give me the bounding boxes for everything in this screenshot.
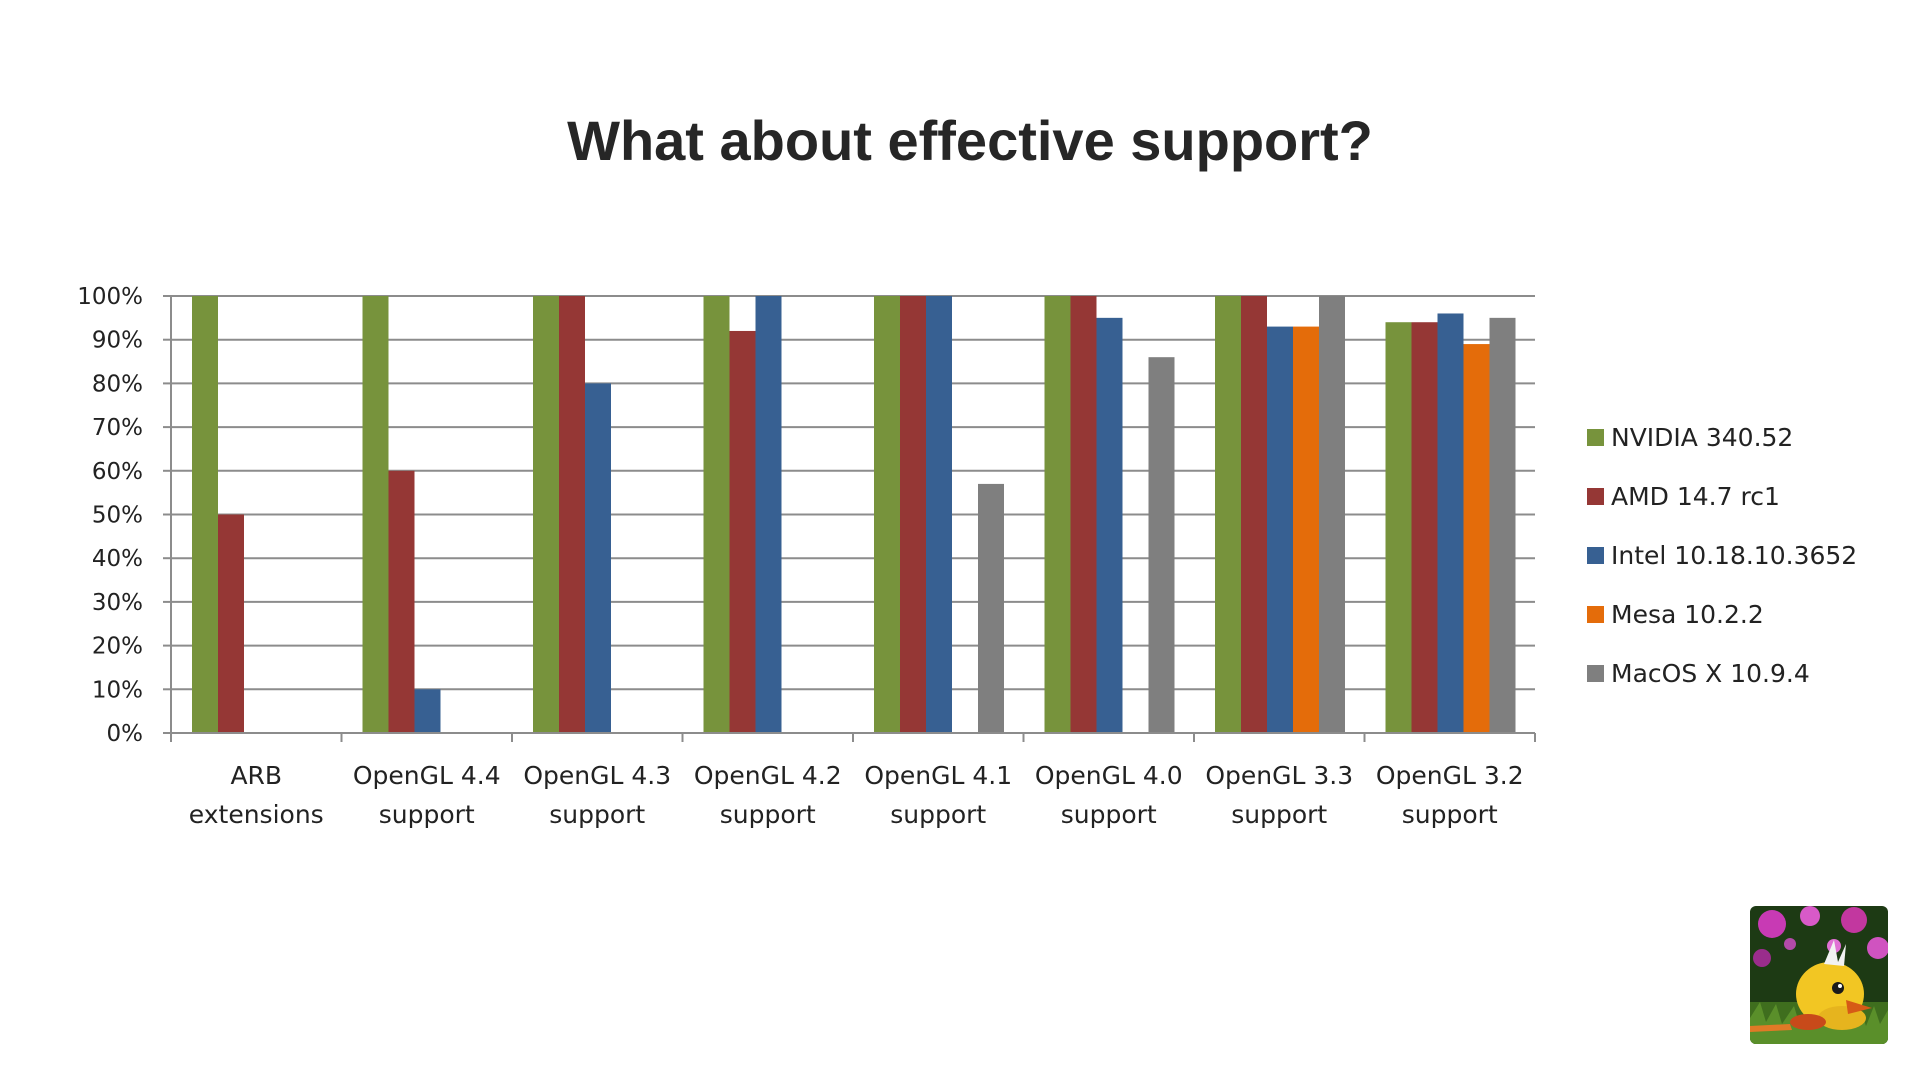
- legend-label: Intel 10.18.10.3652: [1611, 541, 1857, 570]
- bar: [729, 330, 756, 733]
- x-axis-category-label: ARB: [230, 761, 282, 790]
- y-axis-tick-label: 20%: [92, 634, 143, 660]
- bar: [755, 296, 782, 733]
- x-axis-category-label: extensions: [189, 800, 324, 829]
- x-axis-category-label: support: [1402, 800, 1498, 829]
- legend-label: Mesa 10.2.2: [1611, 600, 1764, 629]
- duck-mascot-icon: [1750, 906, 1888, 1044]
- x-axis-category-label: OpenGL 4.1: [864, 761, 1012, 790]
- x-axis-category-label: support: [890, 800, 986, 829]
- x-axis-category-label: OpenGL 3.3: [1205, 761, 1353, 790]
- bar: [874, 296, 900, 733]
- x-axis-category-labels: ARB extensions OpenGL 4.4 support OpenGL 4.3…: [189, 761, 1524, 829]
- y-axis-tick-label: 50%: [92, 503, 143, 529]
- bar: [192, 296, 218, 733]
- bar: [1293, 326, 1319, 733]
- y-axis-tick-label: 0%: [107, 721, 144, 747]
- x-axis-category-label: support: [720, 800, 816, 829]
- bar: [1463, 344, 1490, 733]
- bar: [533, 296, 559, 733]
- bar: [1267, 326, 1293, 733]
- legend-swatch: [1587, 429, 1604, 446]
- bar: [1319, 296, 1345, 733]
- bar: [388, 470, 415, 733]
- x-axis-category-label: OpenGL 4.4: [353, 761, 501, 790]
- bar: [559, 296, 585, 733]
- bar: [1437, 313, 1464, 733]
- legend-swatch: [1587, 665, 1604, 682]
- bar: [1148, 357, 1175, 733]
- bar: [926, 296, 952, 733]
- x-axis-category-label: OpenGL 4.2: [694, 761, 842, 790]
- x-axis-category-label: OpenGL 4.3: [523, 761, 671, 790]
- slide-title: What about effective support?: [567, 109, 1373, 172]
- x-axis-category-label: support: [1231, 800, 1327, 829]
- legend-swatch: [1587, 606, 1604, 623]
- chart-legend: NVIDIA 340.52 AMD 14.7 rc1 Intel 10.18.10.…: [1587, 423, 1857, 688]
- y-axis-tick-label: 40%: [92, 546, 143, 572]
- bar: [1096, 317, 1123, 733]
- bar: [585, 383, 611, 733]
- bar: [978, 483, 1004, 733]
- y-axis-tick-label: 90%: [92, 328, 143, 354]
- x-axis-category-label: support: [1061, 800, 1157, 829]
- bar: [900, 296, 926, 733]
- bar: [1044, 296, 1071, 733]
- x-axis-category-label: support: [549, 800, 645, 829]
- bar: [703, 296, 730, 733]
- bar: [218, 514, 244, 733]
- chart-bars: [192, 296, 1516, 733]
- y-axis-tick-label: 30%: [92, 590, 143, 616]
- x-axis-category-label: OpenGL 3.2: [1376, 761, 1524, 790]
- bar: [1385, 322, 1412, 733]
- legend-swatch: [1587, 547, 1604, 564]
- bar: [1070, 296, 1097, 733]
- y-axis-tick-label: 70%: [92, 415, 143, 441]
- y-axis-tick-label: 80%: [92, 371, 143, 397]
- y-axis-tick-label: 100%: [77, 284, 143, 310]
- bar: [1241, 296, 1267, 733]
- chart-axes: [163, 295, 1536, 742]
- legend-label: NVIDIA 340.52: [1611, 423, 1793, 452]
- legend-label: AMD 14.7 rc1: [1611, 482, 1780, 511]
- y-axis-tick-label: 60%: [92, 459, 143, 485]
- x-axis-category-label: support: [379, 800, 475, 829]
- bar: [1215, 296, 1241, 733]
- bar: [1489, 317, 1516, 733]
- legend-swatch: [1587, 488, 1604, 505]
- legend-label: MacOS X 10.9.4: [1611, 659, 1810, 688]
- x-axis-category-label: OpenGL 4.0: [1035, 761, 1183, 790]
- bar: [362, 296, 389, 733]
- bar: [414, 689, 441, 733]
- y-axis-tick-labels: 0% 10% 20% 30% 40% 50% 60% 70% 80% 90% 100%: [77, 284, 143, 747]
- bar: [1411, 322, 1438, 733]
- y-axis-tick-label: 10%: [92, 677, 143, 703]
